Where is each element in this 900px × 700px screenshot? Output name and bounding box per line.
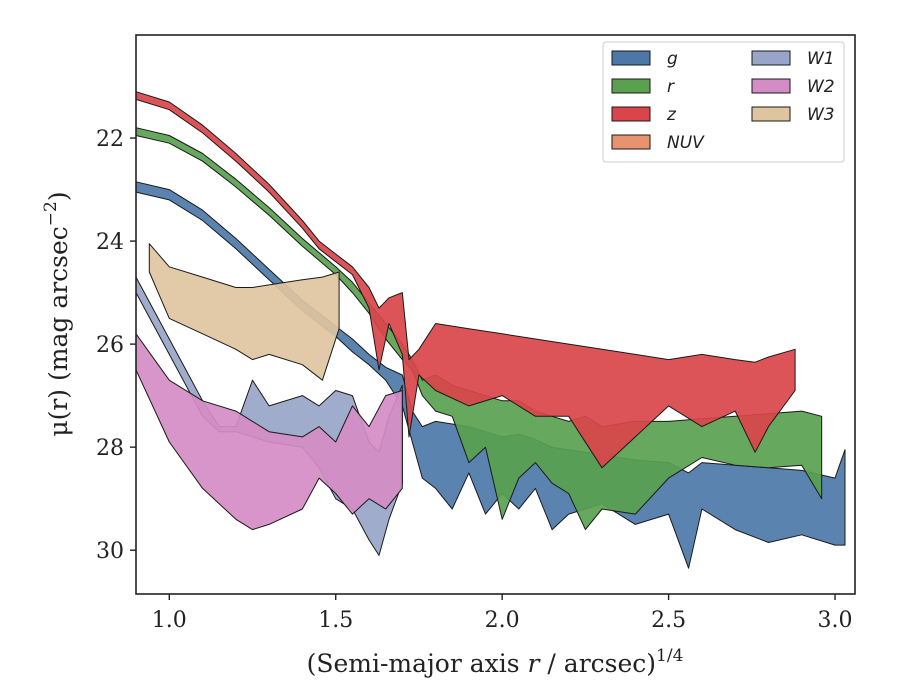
area-w3: [148, 243, 340, 381]
legend-swatch-w3: [751, 106, 791, 122]
x-axis-label-exponent: 1/4: [656, 646, 683, 666]
legend-swatch-z: [611, 106, 651, 122]
y-tick-label: 28: [96, 436, 124, 461]
x-tick-label: 2.0: [485, 608, 520, 633]
y-axis-label-text: μ(r) (mag arcsec: [44, 226, 73, 436]
legend-label-w1: W1: [807, 49, 835, 69]
legend-label-r: r: [667, 77, 675, 97]
legend-label-w3: W3: [807, 105, 835, 125]
legend-label-w2: W2: [807, 77, 835, 97]
y-tick-label: 26: [96, 333, 124, 358]
legend-box: [602, 41, 845, 163]
plot-frame: [135, 34, 856, 595]
legend-label-nuv: NUV: [667, 133, 705, 153]
legend-label-z: z: [666, 105, 677, 125]
legend-swatch-w2: [751, 78, 791, 94]
legend-swatch-nuv: [611, 134, 651, 150]
y-tick-label: 22: [96, 127, 124, 152]
y-axis-ticks: 22 24 26 28 30: [96, 127, 136, 564]
legend-swatch-r: [611, 78, 651, 94]
x-tick-label: 2.5: [651, 608, 686, 633]
x-axis-ticks: 1.0 1.5 2.0 2.5 3.0: [152, 594, 853, 633]
legend-label-g: g: [667, 49, 678, 69]
x-axis-label-text: (Semi-major axis r / arcsec): [307, 649, 656, 678]
legend-swatch-g: [611, 50, 651, 66]
area-z: [135, 91, 796, 469]
legend-swatch-w1: [751, 50, 791, 66]
x-tick-label: 1.0: [152, 608, 187, 633]
band-areas: [135, 91, 846, 569]
y-axis-label: μ(r) (mag arcsec−2): [41, 191, 73, 436]
area-w2: [135, 333, 403, 531]
y-tick-label: 30: [96, 539, 124, 564]
y-axis-label-exponent: −2: [41, 201, 61, 226]
x-tick-label: 1.5: [318, 608, 353, 633]
x-axis-label: (Semi-major axis r / arcsec)1/4: [307, 646, 684, 678]
legend: grz NUV W1 W2 W3: [602, 41, 845, 163]
y-tick-label: 24: [96, 230, 124, 255]
x-tick-label: 3.0: [818, 608, 853, 633]
y-axis-label-close: ): [44, 191, 73, 201]
